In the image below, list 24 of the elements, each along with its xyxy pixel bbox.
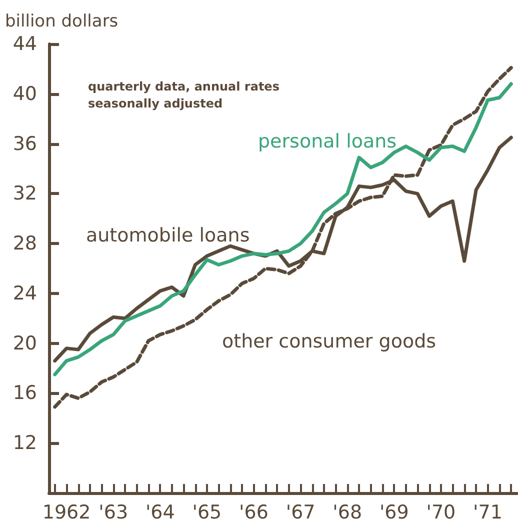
- annotation: quarterly data, annual rates seasonally adjusted: [88, 80, 284, 110]
- x-tick-label: '65: [192, 502, 222, 522]
- y-tick-label: 40: [12, 82, 37, 105]
- y-tick-label: 24: [12, 282, 37, 304]
- y-tick-label: 16: [12, 382, 37, 404]
- y-tick-label: 32: [12, 182, 37, 205]
- x-tick-label: '71: [473, 502, 502, 522]
- x-tick-label: 1962: [42, 502, 91, 522]
- y-tick-label: 28: [12, 232, 37, 255]
- y-axis-title: billion dollars: [5, 12, 118, 32]
- x-tick-label: '66: [239, 502, 268, 522]
- x-tick-label: '70: [426, 502, 456, 522]
- series-label: personal loans: [258, 130, 397, 152]
- y-tick-label: 12: [12, 432, 37, 454]
- series-label: other consumer goods: [222, 330, 436, 352]
- y-tick-label: 20: [12, 332, 37, 354]
- x-tick-label: '68: [332, 502, 362, 522]
- y-tick-label: 44: [12, 33, 37, 55]
- series-label: automobile loans: [86, 224, 250, 246]
- x-tick-label: '63: [98, 502, 128, 522]
- x-tick-label: '69: [379, 502, 409, 522]
- x-tick-label: '67: [286, 502, 316, 522]
- y-tick-label: 36: [12, 132, 37, 155]
- x-tick-label: '64: [145, 502, 175, 522]
